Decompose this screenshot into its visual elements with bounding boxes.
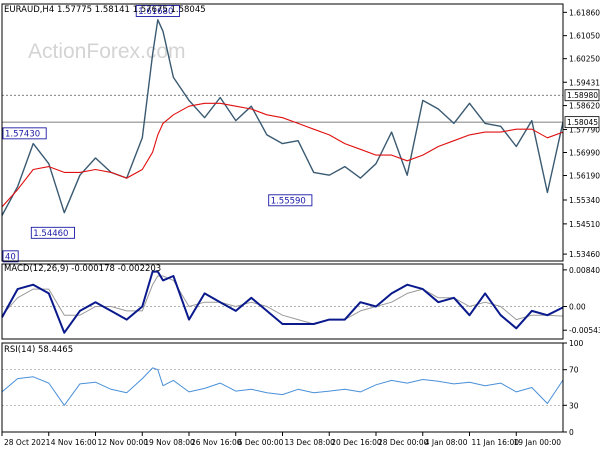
rsi-y-tick-label: 30 (569, 401, 579, 410)
price-y-tick-label: 1.53460 (569, 250, 600, 259)
macd-series-1 (1, 275, 564, 325)
price-annotation-label: 1.57430 (5, 129, 40, 139)
macd-y-tick-label: -0.005436 (569, 326, 600, 335)
price-annotation-box (135, 5, 180, 17)
price-annotation-box (2, 250, 19, 263)
rsi-panel-frame (1, 342, 564, 433)
x-tick-label: 20 Dec 16:00 (331, 438, 382, 447)
x-tick-label: 19 Nov 08:00 (144, 438, 195, 447)
y-axis-layer: 1.61860 1.61050 1.60250 1.59431 1.58620 1.577… (563, 8, 600, 437)
x-tick-label: 28 Dec 00:00 (378, 438, 429, 447)
price-header: EURAUD,H4 1.57775 1.58141 1.57675 1.5804… (4, 5, 206, 15)
rsi-y-tick-label: 0 (569, 428, 574, 437)
price-y-tick-label: 1.57790 (569, 125, 600, 134)
price-y-tick-label: 1.56190 (569, 172, 600, 181)
price-series-1 (1, 102, 564, 208)
price-level-label: 1.58980 (567, 91, 598, 100)
price-series-0 (1, 19, 564, 216)
price-y-tick-label: 1.55340 (569, 196, 600, 205)
price-y-tick-label: 1.56990 (569, 149, 600, 158)
frame-layer (1, 3, 564, 433)
price-y-tick-label: 1.60250 (569, 55, 600, 64)
price-y-tick-label: 1.58620 (569, 102, 600, 111)
price-annotation-label: 1.54460 (33, 229, 68, 239)
price-annotation-box (2, 127, 47, 140)
x-tick-label: 26 Nov 16:00 (191, 438, 242, 447)
macd-y-tick-label: 0.008402 (569, 266, 600, 275)
rsi-y-tick-label: 70 (569, 366, 579, 375)
x-tick-label: 4 Nov 16:00 (51, 438, 97, 447)
price-y-tick-label: 1.59431 (569, 78, 600, 87)
price-y-tick-label: 1.61860 (569, 8, 600, 17)
x-tick-label: 4 Jan 08:00 (425, 438, 468, 447)
price-annotation-label: 1.55590 (271, 196, 306, 206)
x-tick-label: 13 Dec 08:00 (285, 438, 336, 447)
price-level-label: 1.58045 (567, 118, 598, 127)
price-panel-frame (1, 3, 564, 262)
price-annotation-box (268, 194, 313, 207)
price-level-box (564, 116, 600, 129)
x-tick-label: 6 Dec 00:00 (238, 438, 284, 447)
x-tick-label: 11 Jan 16:00 (472, 438, 520, 447)
price-annotation-label: 1.61680 (138, 7, 173, 17)
rsi-y-tick-label: 100 (569, 339, 584, 348)
macd-y-tick-label: 0.00 (569, 303, 586, 312)
x-tick-label: 12 Nov 00:00 (98, 438, 149, 447)
annotation-layer: 1.61680 1.57430 1.54460 1.55590 40 (2, 5, 313, 263)
macd-series-0 (1, 270, 564, 334)
series-layer (1, 19, 564, 406)
watermark: ActionForex.com (28, 40, 186, 63)
price-y-tick-label: 1.61050 (569, 32, 600, 41)
macd-header: MACD(12,26,9) -0.000178 -0.002203 (4, 264, 161, 274)
price-level-box (564, 89, 600, 102)
x-tick-label: 19 Jan 00:00 (514, 438, 562, 447)
price-annotation-box (30, 226, 75, 239)
price-y-tick-label: 1.54510 (569, 220, 600, 229)
macd-panel-frame (1, 263, 564, 340)
price-annotation-label: 40 (5, 252, 16, 262)
rsi-header: RSI(14) 58.4465 (4, 345, 73, 355)
levels-layer (2, 94, 563, 406)
x-tick-label: 28 Oct 2021 (4, 438, 51, 447)
rsi-series-0 (1, 367, 564, 406)
